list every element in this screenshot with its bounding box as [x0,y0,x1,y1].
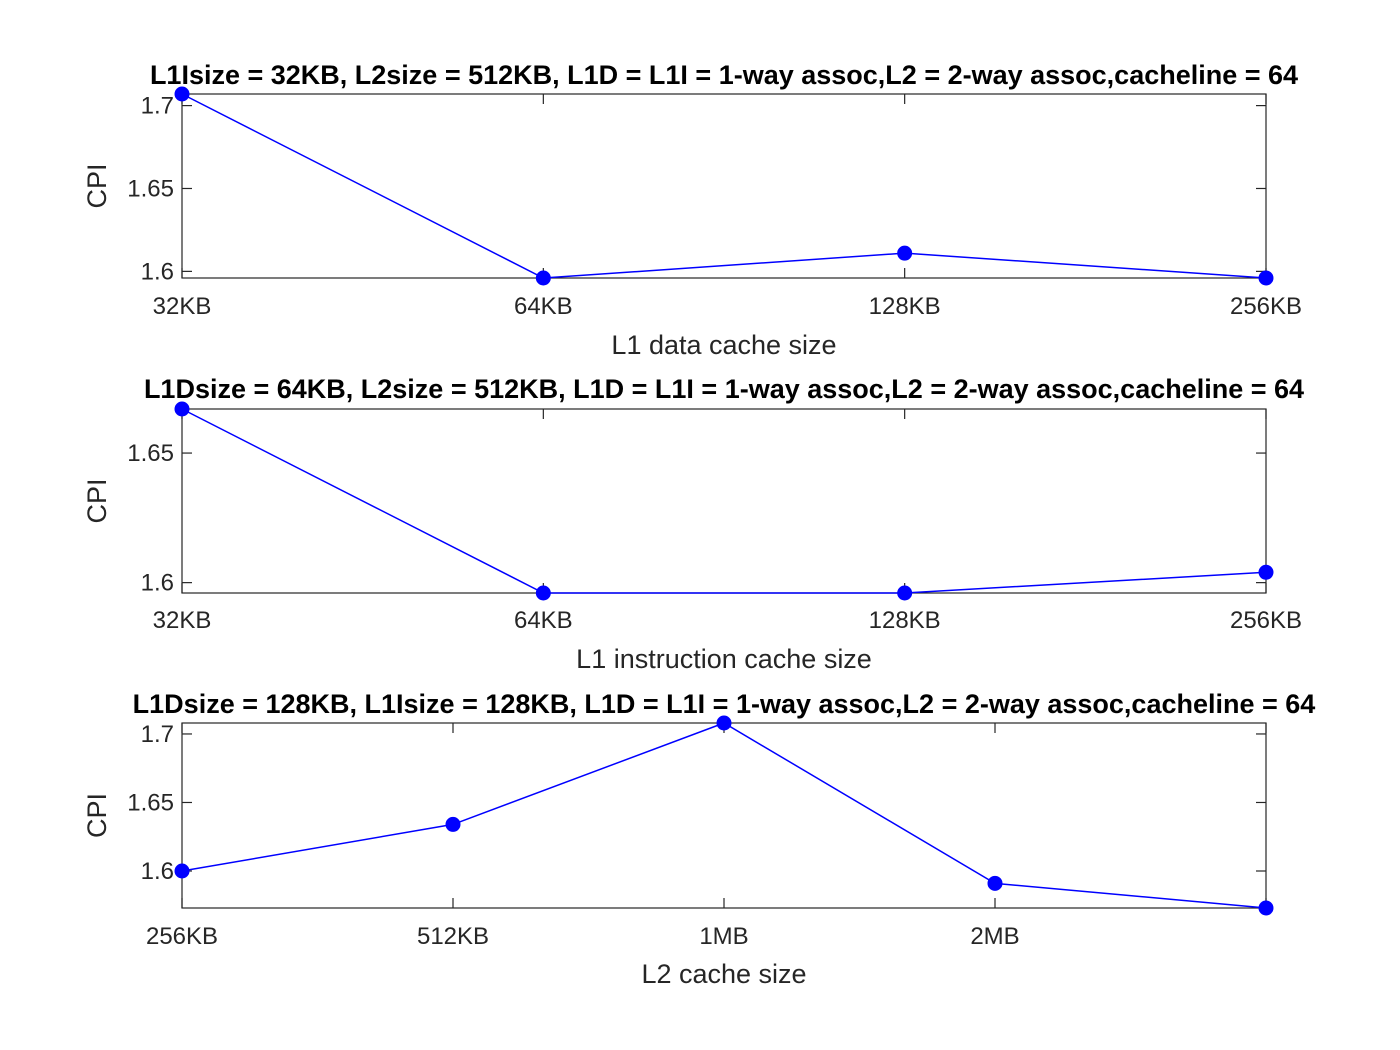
x-axis-label: L2 cache size [641,959,806,989]
x-tick-label: 256KB [1230,293,1302,320]
y-axis-label: CPI [82,478,112,523]
y-axis-label: CPI [82,163,112,208]
x-tick-label: 2MB [970,923,1019,950]
series-line [181,408,1267,594]
data-point [535,585,551,601]
data-point [445,816,461,832]
chart-panel-2: 32KB 64KB 128KB 256KB 1.6 1.65 L1Dsize = 64KB,… [82,374,1304,674]
x-tick-label: 256KB [1230,607,1302,634]
x-tick-label: 128KB [869,293,941,320]
x-tick-label: 512KB [417,923,489,950]
y-tick-label: 1.7 [141,93,174,120]
y-tick-label: 1.65 [127,440,174,467]
x-tick-label: 128KB [869,607,941,634]
data-point [1258,564,1274,580]
data-point [174,86,190,102]
y-axis-label: CPI [82,793,112,838]
chart-title: L1Isize = 32KB, L2size = 512KB, L1D = L1… [150,60,1298,90]
plot-box [181,408,1267,594]
data-point [716,715,732,731]
x-axis-label: L1 instruction cache size [576,644,872,674]
data-point [535,270,551,286]
x-tick-label: 32KB [153,293,212,320]
chart-title: L1Dsize = 64KB, L2size = 512KB, L1D = L1… [144,374,1304,404]
data-point [174,863,190,879]
y-tick-label: 1.6 [141,258,174,285]
x-tick-label: 256KB [146,923,218,950]
x-tick-label: 64KB [514,293,573,320]
x-tick-label: 64KB [514,607,573,634]
plot-box [181,93,1267,279]
data-point [987,875,1003,891]
y-tick-label: 1.6 [141,570,174,597]
chart-panel-1: 32KB 64KB 128KB 256KB 1.6 1.65 1.7 L1Isize = 32… [82,60,1302,360]
x-tick-label: 1MB [699,923,748,950]
x-axis-label: L1 data cache size [611,330,836,360]
x-tick-label: 32KB [153,607,212,634]
data-point [1258,900,1274,916]
series-line [181,722,1267,909]
plot-box [181,722,1267,909]
y-tick-label: 1.65 [127,789,174,816]
data-point [1258,270,1274,286]
series-line [181,93,1267,279]
data-point [897,585,913,601]
data-point [174,401,190,417]
y-tick-label: 1.7 [141,721,174,748]
chart-title: L1Dsize = 128KB, L1Isize = 128KB, L1D = … [133,689,1316,719]
y-tick-label: 1.6 [141,858,174,885]
y-tick-label: 1.65 [127,175,174,202]
data-point [897,245,913,261]
